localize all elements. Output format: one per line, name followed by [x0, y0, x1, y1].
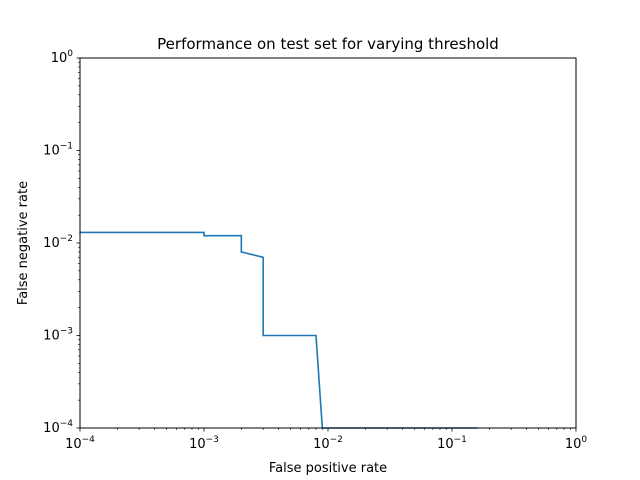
y-tick-label: 100 [51, 49, 74, 66]
series-point [240, 251, 243, 253]
series-point [240, 234, 243, 237]
plot-frame [79, 57, 577, 429]
axis-ticks: 10−4 10−3 10−2 10−1 100 10−4 10−3 10−2 10−1 100 [43, 49, 587, 452]
y-tick-label: 10−3 [43, 327, 73, 344]
y-tick-label: 10−4 [43, 419, 73, 436]
x-tick-label: 10−4 [65, 435, 95, 452]
x-tick-label: 100 [565, 435, 588, 452]
plot-data [79, 231, 479, 429]
y-tick-label: 10−1 [43, 142, 73, 159]
x-tick-label: 10−2 [313, 435, 343, 452]
series-point [262, 256, 264, 259]
series-point [262, 334, 264, 337]
series-point [203, 231, 205, 234]
y-axis-label: False negative rate [16, 181, 31, 305]
x-axis-label: False positive rate [269, 461, 387, 476]
series-point [315, 334, 317, 337]
series-point [203, 234, 205, 237]
y-tick-label: 10−2 [43, 234, 73, 251]
chart-title: Performance on test set for varying thre… [157, 35, 499, 53]
x-tick-label: 10−1 [437, 435, 467, 452]
x-tick-label: 10−3 [189, 435, 219, 452]
series-line [80, 231, 478, 429]
